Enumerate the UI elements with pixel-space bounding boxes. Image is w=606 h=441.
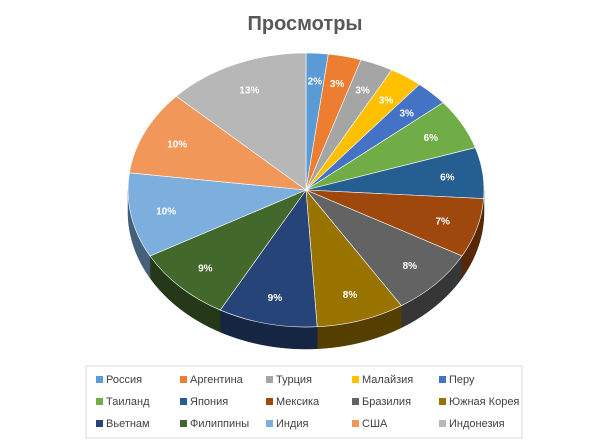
data-label: 3%	[355, 85, 370, 96]
data-label: 6%	[424, 133, 439, 144]
legend-swatch	[96, 420, 103, 427]
pie-slice	[129, 95, 308, 191]
legend-swatch	[180, 420, 187, 427]
data-label: 10%	[167, 139, 187, 150]
legend-swatch	[266, 420, 273, 427]
legend-label: Аргентина	[190, 374, 244, 386]
data-label: 9%	[268, 293, 283, 304]
legend-swatch	[439, 398, 446, 405]
legend-label: Вьетнам	[106, 418, 150, 430]
legend-label: Индонезия	[449, 418, 505, 430]
pie-top	[127, 52, 485, 328]
data-label: 6%	[440, 172, 455, 183]
data-label: 13%	[239, 85, 259, 96]
legend-swatch	[266, 398, 273, 405]
pie-slice	[175, 52, 307, 191]
legend-box	[85, 365, 523, 439]
chart-title: Просмотры	[247, 13, 362, 35]
legend-swatch	[352, 398, 359, 405]
legend-label: Малайзия	[362, 374, 413, 386]
legend-label: Южная Корея	[449, 396, 519, 408]
legend-label: США	[362, 418, 388, 430]
data-label: 9%	[198, 264, 213, 275]
data-label: 8%	[343, 290, 358, 301]
data-label: 3%	[330, 79, 345, 90]
data-label: 3%	[379, 95, 394, 106]
legend-label: Япония	[190, 396, 228, 408]
pie-depth	[127, 189, 485, 350]
legend-label: Россия	[106, 374, 142, 386]
legend-swatch	[180, 398, 187, 405]
legend: Россия Аргентина Турция Малайзия Перу Таиланд…	[96, 374, 519, 430]
data-label: 3%	[399, 109, 414, 120]
legend-swatch	[439, 376, 446, 383]
legend-swatch	[96, 376, 103, 383]
pie-slice	[305, 189, 402, 328]
legend-label: Таиланд	[106, 396, 150, 408]
legend-swatch	[96, 398, 103, 405]
legend-label: Бразилия	[362, 396, 411, 408]
pie-slice	[305, 189, 463, 307]
legend-label: Турция	[276, 374, 312, 386]
legend-swatch	[266, 376, 273, 383]
legend-label: Индия	[276, 418, 309, 430]
pie-slice	[219, 189, 318, 328]
legend-label: Перу	[449, 374, 475, 386]
legend-swatch	[352, 376, 359, 383]
pie-slice	[127, 172, 307, 257]
data-label: 2%	[308, 77, 323, 88]
legend-label: Мексика	[276, 396, 320, 408]
legend-swatch	[439, 420, 446, 427]
pie-labels: 2% 3% 3% 3% 3% 6% 6% 7% 8% 8% 9% 9% 10% 10% 13%	[156, 77, 455, 304]
pie-slice	[149, 189, 307, 311]
data-label: 7%	[435, 217, 450, 228]
legend-swatch	[180, 376, 187, 383]
data-label: 10%	[156, 207, 176, 218]
legend-swatch	[352, 420, 359, 427]
data-label: 8%	[403, 261, 418, 272]
legend-label: Филиппины	[190, 418, 249, 430]
